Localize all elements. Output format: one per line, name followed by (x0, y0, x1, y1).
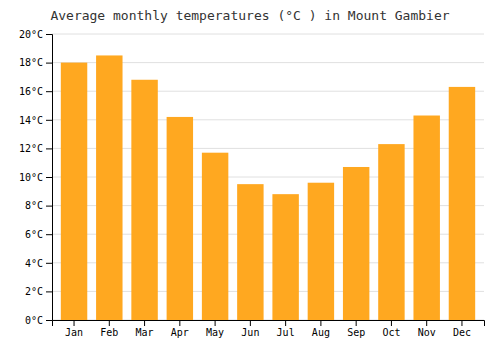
tick-label: Mar (136, 327, 154, 338)
grid (52, 34, 484, 320)
tick-label: Feb (100, 327, 118, 338)
tick-label: Aug (312, 327, 330, 338)
tick-label: 4°C (25, 258, 43, 269)
tick: 0°C (25, 315, 52, 326)
tick-label: Oct (382, 327, 400, 338)
tick: Jul (277, 320, 295, 338)
bar (96, 55, 122, 320)
tick: Jun (241, 320, 259, 338)
bar (449, 87, 475, 320)
bar (272, 194, 298, 320)
bar (413, 116, 439, 320)
tick-mark (46, 177, 52, 178)
bars (61, 55, 475, 320)
tick-mark (109, 320, 110, 326)
tick-mark (46, 34, 52, 35)
tick-label: Jan (65, 327, 83, 338)
axis-line (46, 35, 53, 321)
tick: Oct (382, 320, 400, 338)
tick: Aug (312, 320, 330, 338)
tick-label: 0°C (25, 315, 43, 326)
tick-label: Nov (418, 327, 436, 338)
bar (202, 153, 228, 320)
tick-mark (74, 320, 75, 326)
tick-label: 8°C (25, 200, 43, 211)
tick: 18°C (19, 57, 52, 68)
tick-label: 14°C (19, 115, 43, 126)
tick-mark (46, 63, 52, 64)
tick: 10°C (19, 172, 52, 183)
axis-line (53, 321, 485, 327)
tick-mark (46, 206, 52, 207)
tick: Sep (347, 320, 365, 338)
tick: 2°C (25, 286, 52, 297)
tick-mark (46, 148, 52, 149)
tick-mark (320, 320, 321, 326)
tick-label: 12°C (19, 143, 43, 154)
tick: 20°C (19, 29, 52, 40)
tick: Dec (453, 320, 471, 338)
bar (378, 144, 404, 320)
tick-label: 6°C (25, 229, 43, 240)
bar (131, 80, 157, 320)
tick-mark (250, 320, 251, 326)
tick-label: Dec (453, 327, 471, 338)
tick-mark (46, 291, 52, 292)
tick: 4°C (25, 258, 52, 269)
tick: Apr (171, 320, 189, 338)
tick: May (206, 320, 224, 338)
tick: 8°C (25, 200, 52, 211)
tick-mark (144, 320, 145, 326)
bar (308, 183, 334, 320)
tick-mark (356, 320, 357, 326)
tick-label: Jun (241, 327, 259, 338)
plot: 0°C 2°C 4°C 6°C 8°C 10°C 12°C 14°C 16°C 18°C 20°C J… (19, 29, 485, 338)
tick: 16°C (19, 86, 52, 97)
y-axis: 0°C 2°C 4°C 6°C 8°C 10°C 12°C 14°C 16°C 18°C 20°C (19, 29, 53, 326)
x-axis: Jan Feb Mar Apr May Jun Jul Aug Sep Oct Nov Dec (53, 320, 485, 338)
tick-label: 2°C (25, 286, 43, 297)
tick: 12°C (19, 143, 52, 154)
title: Average monthly temperatures (°C ) in Mo… (50, 8, 449, 23)
tick-label: Sep (347, 327, 365, 338)
tick-label: Jul (277, 327, 295, 338)
tick-mark (46, 91, 52, 92)
tick: Jan (65, 320, 83, 338)
tick-mark (215, 320, 216, 326)
bar (61, 63, 87, 320)
tick-mark (46, 263, 52, 264)
bar (237, 184, 263, 320)
tick: 6°C (25, 229, 52, 240)
bar (343, 167, 369, 320)
tick-mark (391, 320, 392, 326)
bar (167, 117, 193, 320)
chart: 0°C 2°C 4°C 6°C 8°C 10°C 12°C 14°C 16°C 18°C 20°C J… (0, 0, 500, 350)
tick: 14°C (19, 115, 52, 126)
tick-label: 18°C (19, 57, 43, 68)
tick-mark (46, 320, 52, 321)
tick-label: Apr (171, 327, 189, 338)
tick-mark (461, 320, 462, 326)
tick-mark (426, 320, 427, 326)
tick-mark (46, 234, 52, 235)
tick-mark (46, 120, 52, 121)
tick: Nov (418, 320, 436, 338)
tick-label: 20°C (19, 29, 43, 40)
grid-line (52, 34, 484, 35)
tick-label: May (206, 327, 224, 338)
tick-label: 10°C (19, 172, 43, 183)
tick-mark (285, 320, 286, 326)
tick: Mar (136, 320, 154, 338)
tick-mark (179, 320, 180, 326)
tick: Feb (100, 320, 118, 338)
tick-label: 16°C (19, 86, 43, 97)
